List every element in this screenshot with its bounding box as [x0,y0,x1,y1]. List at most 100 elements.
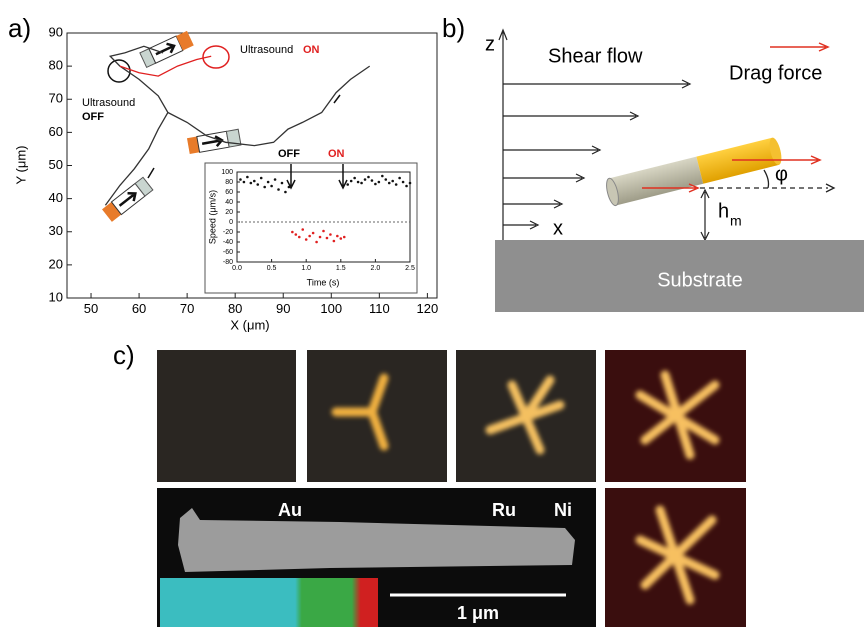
y-tick-label: 30 [49,223,63,238]
nanorod [604,137,783,207]
x-tick-label: 0.0 [232,265,242,272]
point [340,237,343,240]
point [333,240,336,243]
point [384,178,387,181]
point [353,177,356,180]
point [409,182,412,185]
sem-image [157,488,596,627]
point [350,180,353,183]
drag-force-label: Drag force [729,62,822,84]
shear-flow-label: Shear flow [548,45,643,67]
annotation: OFF [82,111,104,123]
panel-label: c) [113,340,135,370]
point [346,183,349,186]
point [253,180,256,183]
point [319,236,322,239]
y-tick-label: 0 [229,219,233,226]
point [391,180,394,183]
y-tick-label: -20 [223,229,233,236]
x-tick-label: 50 [84,301,98,316]
x-tick-label: 90 [276,301,290,316]
point [329,233,332,236]
point [357,181,360,184]
element-label: Ru [492,500,516,520]
y-tick-label: 60 [225,189,233,196]
point [402,181,405,184]
y-tick-label: 40 [49,190,63,205]
y-tick-label: -80 [223,259,233,266]
trajectory [120,56,211,76]
point [305,238,308,241]
panel-label: b) [442,13,465,43]
height-label: h [718,200,729,222]
point [343,236,346,239]
x-tick-label: 2.5 [405,265,415,272]
point [308,235,311,238]
figure: a) X (μm) Y (μm) Ultrasound ON Ultrasoun… [0,0,864,627]
flow-arrows [503,80,690,229]
z-axis [499,30,507,240]
y-tick-label: -60 [223,249,233,256]
y-tick-label: -40 [223,239,233,246]
point [315,241,318,244]
x-tick-label: 80 [228,301,242,316]
y-tick-label: 60 [49,124,63,139]
panel-c: c) Au Ru Ni 1 μm [113,340,746,627]
point [381,175,384,178]
annotation: ON [303,44,320,56]
inset-annotation: OFF [278,148,300,160]
point [256,183,259,186]
point [364,178,367,181]
y-tick-label: 10 [49,289,63,304]
height-arrow [701,190,709,240]
element-label: Ni [554,500,572,520]
point [239,178,242,181]
inset-x-label: Time (s) [307,277,340,287]
point [367,176,370,179]
y-tick-label: 90 [49,24,63,39]
y-tick-label: 50 [49,157,63,172]
angle-label: φ [775,163,788,185]
x-axis-label: X (μm) [230,317,269,332]
point [250,182,253,185]
height-subscript: m [730,213,742,229]
point [301,228,304,231]
y-tick-label: 20 [225,209,233,216]
point [277,188,280,191]
point [374,183,377,186]
x-tick-label: 100 [320,301,342,316]
x-tick-label: 2.0 [371,265,381,272]
point [326,237,329,240]
inset-y-label: Speed (μm/s) [207,190,217,244]
point [398,177,401,180]
x-tick-label: 110 [369,301,390,316]
point [388,182,391,185]
point [395,183,398,186]
y-tick-label: 100 [221,169,233,176]
substrate-label: Substrate [657,269,743,291]
point [378,181,381,184]
point [312,232,315,235]
x-axis-label: x [553,217,563,239]
annotation: Ultrasound [82,97,135,109]
element-label: Au [278,500,302,520]
point [270,185,273,188]
y-tick-label: 80 [225,179,233,186]
point [291,231,294,234]
inset-annotation: ON [328,148,345,160]
panel-label: a) [8,13,31,43]
x-tick-label: 0.5 [267,265,277,272]
point [288,186,291,189]
point [371,179,374,182]
panel-a: a) X (μm) Y (μm) Ultrasound ON Ultrasoun… [8,13,438,333]
z-axis-label: z [485,33,495,55]
point [336,235,339,238]
point [295,233,298,236]
panel-b: b) z Shear flow Drag force x φ h m Subst… [442,13,864,312]
point [243,181,246,184]
x-tick-label: 120 [417,301,439,316]
point [260,177,263,180]
x-tick-label: 70 [180,301,194,316]
y-tick-label: 80 [49,58,63,73]
y-tick-label: 70 [49,91,63,106]
